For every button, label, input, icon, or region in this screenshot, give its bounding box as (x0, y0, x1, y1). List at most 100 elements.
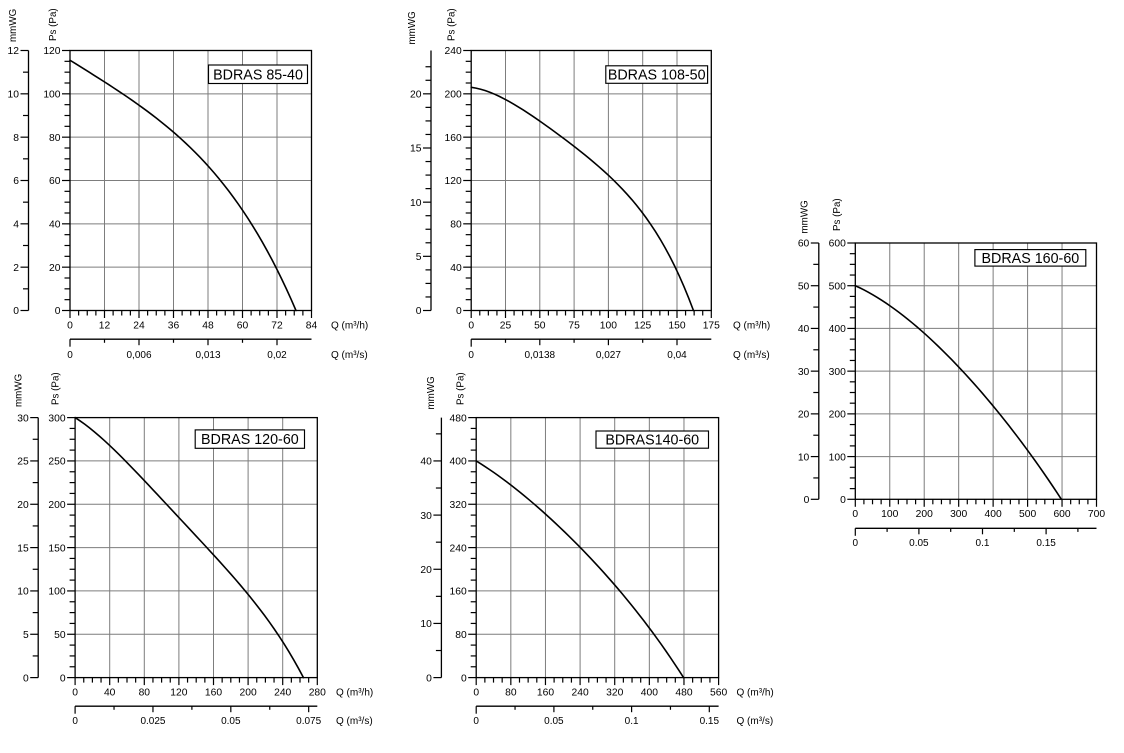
svg-text:300: 300 (950, 509, 967, 520)
svg-text:240: 240 (274, 687, 291, 698)
svg-text:100: 100 (881, 509, 898, 520)
svg-text:150: 150 (668, 320, 685, 331)
svg-text:400: 400 (450, 457, 467, 468)
svg-text:BDRAS 108-50: BDRAS 108-50 (608, 68, 706, 84)
svg-text:2: 2 (13, 263, 19, 274)
svg-text:320: 320 (606, 687, 623, 698)
svg-text:30: 30 (798, 367, 810, 378)
svg-text:160: 160 (537, 687, 554, 698)
svg-text:0.1: 0.1 (625, 716, 639, 727)
svg-text:Q (m³/s): Q (m³/s) (336, 716, 373, 727)
svg-text:75: 75 (568, 320, 580, 331)
svg-text:10: 10 (420, 619, 432, 630)
svg-text:320: 320 (450, 500, 467, 511)
svg-text:300: 300 (48, 413, 65, 424)
svg-text:Q (m³/s): Q (m³/s) (733, 350, 770, 361)
svg-text:0,0138: 0,0138 (525, 350, 556, 361)
svg-text:280: 280 (309, 687, 326, 698)
svg-text:0: 0 (13, 306, 19, 317)
svg-text:0.05: 0.05 (544, 716, 564, 727)
svg-text:50: 50 (534, 320, 546, 331)
svg-text:480: 480 (450, 413, 467, 424)
svg-text:0.15: 0.15 (1036, 538, 1056, 549)
svg-text:120: 120 (170, 687, 187, 698)
svg-text:100: 100 (829, 452, 846, 463)
svg-text:50: 50 (798, 281, 810, 292)
svg-text:0: 0 (473, 687, 479, 698)
svg-text:120: 120 (43, 46, 60, 57)
svg-text:30: 30 (420, 511, 432, 522)
svg-text:10: 10 (798, 452, 810, 463)
svg-text:36: 36 (168, 320, 180, 331)
svg-text:25: 25 (500, 320, 512, 331)
svg-text:BDRAS 85-40: BDRAS 85-40 (213, 67, 303, 83)
svg-text:120: 120 (445, 176, 462, 187)
svg-text:200: 200 (916, 509, 933, 520)
svg-text:80: 80 (505, 687, 517, 698)
svg-text:10: 10 (8, 90, 20, 101)
svg-text:0: 0 (416, 306, 422, 317)
svg-text:0: 0 (72, 716, 78, 727)
svg-text:400: 400 (641, 687, 658, 698)
svg-text:Ps (Pa): Ps (Pa) (456, 372, 467, 405)
svg-text:600: 600 (1053, 509, 1070, 520)
svg-text:0: 0 (853, 538, 859, 549)
svg-text:mmWG: mmWG (800, 200, 811, 233)
svg-text:mmWG: mmWG (8, 9, 19, 42)
svg-text:0: 0 (456, 306, 462, 317)
svg-text:300: 300 (829, 367, 846, 378)
svg-text:Q (m³/h): Q (m³/h) (737, 687, 774, 698)
svg-text:150: 150 (48, 543, 65, 554)
svg-text:20: 20 (420, 565, 432, 576)
svg-text:48: 48 (202, 320, 214, 331)
svg-text:0.075: 0.075 (296, 716, 321, 727)
svg-text:60: 60 (237, 320, 249, 331)
svg-text:0: 0 (55, 306, 61, 317)
svg-text:0: 0 (60, 673, 66, 684)
svg-text:Ps (Pa): Ps (Pa) (51, 372, 62, 405)
svg-text:0: 0 (72, 687, 78, 698)
svg-text:200: 200 (445, 90, 462, 101)
svg-text:mmWG: mmWG (14, 374, 25, 407)
svg-text:25: 25 (17, 457, 29, 468)
svg-text:BDRAS 120-60: BDRAS 120-60 (201, 432, 299, 448)
svg-text:10: 10 (410, 198, 422, 209)
svg-text:Ps (Pa): Ps (Pa) (48, 8, 59, 41)
svg-text:0.05: 0.05 (909, 538, 929, 549)
svg-text:10: 10 (17, 587, 29, 598)
svg-text:mmWG: mmWG (426, 376, 437, 409)
svg-text:125: 125 (634, 320, 651, 331)
svg-text:mmWG: mmWG (407, 11, 418, 44)
svg-text:240: 240 (450, 543, 467, 554)
svg-text:80: 80 (450, 220, 462, 231)
svg-text:240: 240 (571, 687, 588, 698)
svg-text:0.1: 0.1 (976, 538, 990, 549)
svg-text:175: 175 (703, 320, 720, 331)
svg-text:100: 100 (600, 320, 617, 331)
svg-text:40: 40 (420, 457, 432, 468)
svg-text:0.025: 0.025 (140, 716, 165, 727)
svg-text:60: 60 (49, 176, 61, 187)
svg-text:20: 20 (17, 500, 29, 511)
svg-text:12: 12 (8, 46, 20, 57)
svg-text:200: 200 (48, 500, 65, 511)
svg-text:500: 500 (829, 281, 846, 292)
svg-text:400: 400 (985, 509, 1002, 520)
svg-text:40: 40 (798, 324, 810, 335)
svg-text:0,006: 0,006 (126, 350, 151, 361)
svg-text:600: 600 (829, 239, 846, 250)
svg-text:0,02: 0,02 (267, 350, 287, 361)
svg-text:Q (m³/s): Q (m³/s) (331, 350, 368, 361)
svg-text:84: 84 (306, 320, 318, 331)
svg-text:40: 40 (49, 220, 61, 231)
svg-text:72: 72 (271, 320, 283, 331)
svg-text:0,027: 0,027 (596, 350, 621, 361)
svg-text:5: 5 (416, 252, 422, 263)
svg-text:200: 200 (240, 687, 257, 698)
svg-text:BDRAS 160-60: BDRAS 160-60 (981, 251, 1079, 267)
svg-text:0,04: 0,04 (667, 350, 687, 361)
svg-text:0.15: 0.15 (700, 716, 720, 727)
svg-text:160: 160 (450, 587, 467, 598)
svg-text:160: 160 (445, 133, 462, 144)
svg-text:0.05: 0.05 (221, 716, 241, 727)
